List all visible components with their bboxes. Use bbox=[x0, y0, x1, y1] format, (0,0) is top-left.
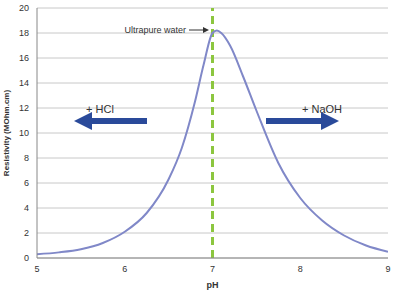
svg-text:16: 16 bbox=[19, 53, 29, 63]
svg-text:Ultrapure water: Ultrapure water bbox=[124, 25, 186, 35]
svg-text:10: 10 bbox=[19, 128, 29, 138]
svg-text:Resistivity (MOhm.cm): Resistivity (MOhm.cm) bbox=[8, 90, 11, 177]
svg-text:pH: pH bbox=[207, 280, 219, 290]
svg-text:0: 0 bbox=[24, 253, 29, 263]
svg-text:8: 8 bbox=[24, 153, 29, 163]
svg-text:14: 14 bbox=[19, 78, 29, 88]
svg-text:2: 2 bbox=[24, 228, 29, 238]
svg-text:+ HCl: + HCl bbox=[86, 103, 114, 115]
svg-text:4: 4 bbox=[24, 203, 29, 213]
svg-text:5: 5 bbox=[34, 264, 39, 274]
svg-text:9: 9 bbox=[385, 264, 390, 274]
svg-text:+ NaOH: + NaOH bbox=[302, 103, 342, 115]
svg-text:18: 18 bbox=[19, 28, 29, 38]
svg-text:6: 6 bbox=[122, 264, 127, 274]
svg-text:6: 6 bbox=[24, 178, 29, 188]
svg-text:7: 7 bbox=[210, 264, 215, 274]
svg-text:12: 12 bbox=[19, 103, 29, 113]
svg-text:20: 20 bbox=[19, 3, 29, 13]
svg-text:8: 8 bbox=[298, 264, 303, 274]
